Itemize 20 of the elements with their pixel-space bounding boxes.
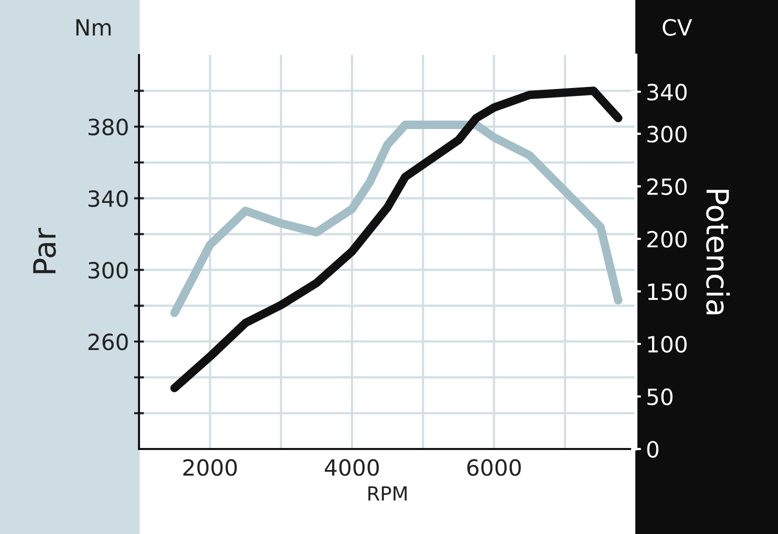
x-tick-label: 6000 (467, 459, 521, 476)
y2-tick-label: 50 (647, 388, 673, 406)
y-tick-label: 380 (88, 118, 128, 136)
y2-tick-label: 250 (647, 178, 687, 196)
text: Nm (76, 19, 111, 36)
text: CV (662, 19, 692, 36)
y2-tick-label: 0 (647, 440, 658, 458)
y2-tick-label: 100 (648, 336, 687, 353)
y2-tick-label: 300 (647, 126, 687, 143)
x-tick-label: 4000 (324, 459, 379, 476)
y-tick-label: 300 (88, 262, 128, 279)
y-axis-title: Par (33, 228, 56, 274)
y2-axis-title: Potencia (706, 190, 730, 314)
y-tick-label: 260 (88, 333, 128, 350)
y2-tick-label: 340 (647, 84, 687, 101)
x-axis-title: RPM (368, 486, 407, 501)
x-tick-label: 2000 (183, 459, 237, 476)
y2-tick-label: 200 (647, 230, 687, 248)
y-tick-label: 340 (88, 190, 128, 208)
y2-tick-label: 150 (648, 283, 687, 300)
